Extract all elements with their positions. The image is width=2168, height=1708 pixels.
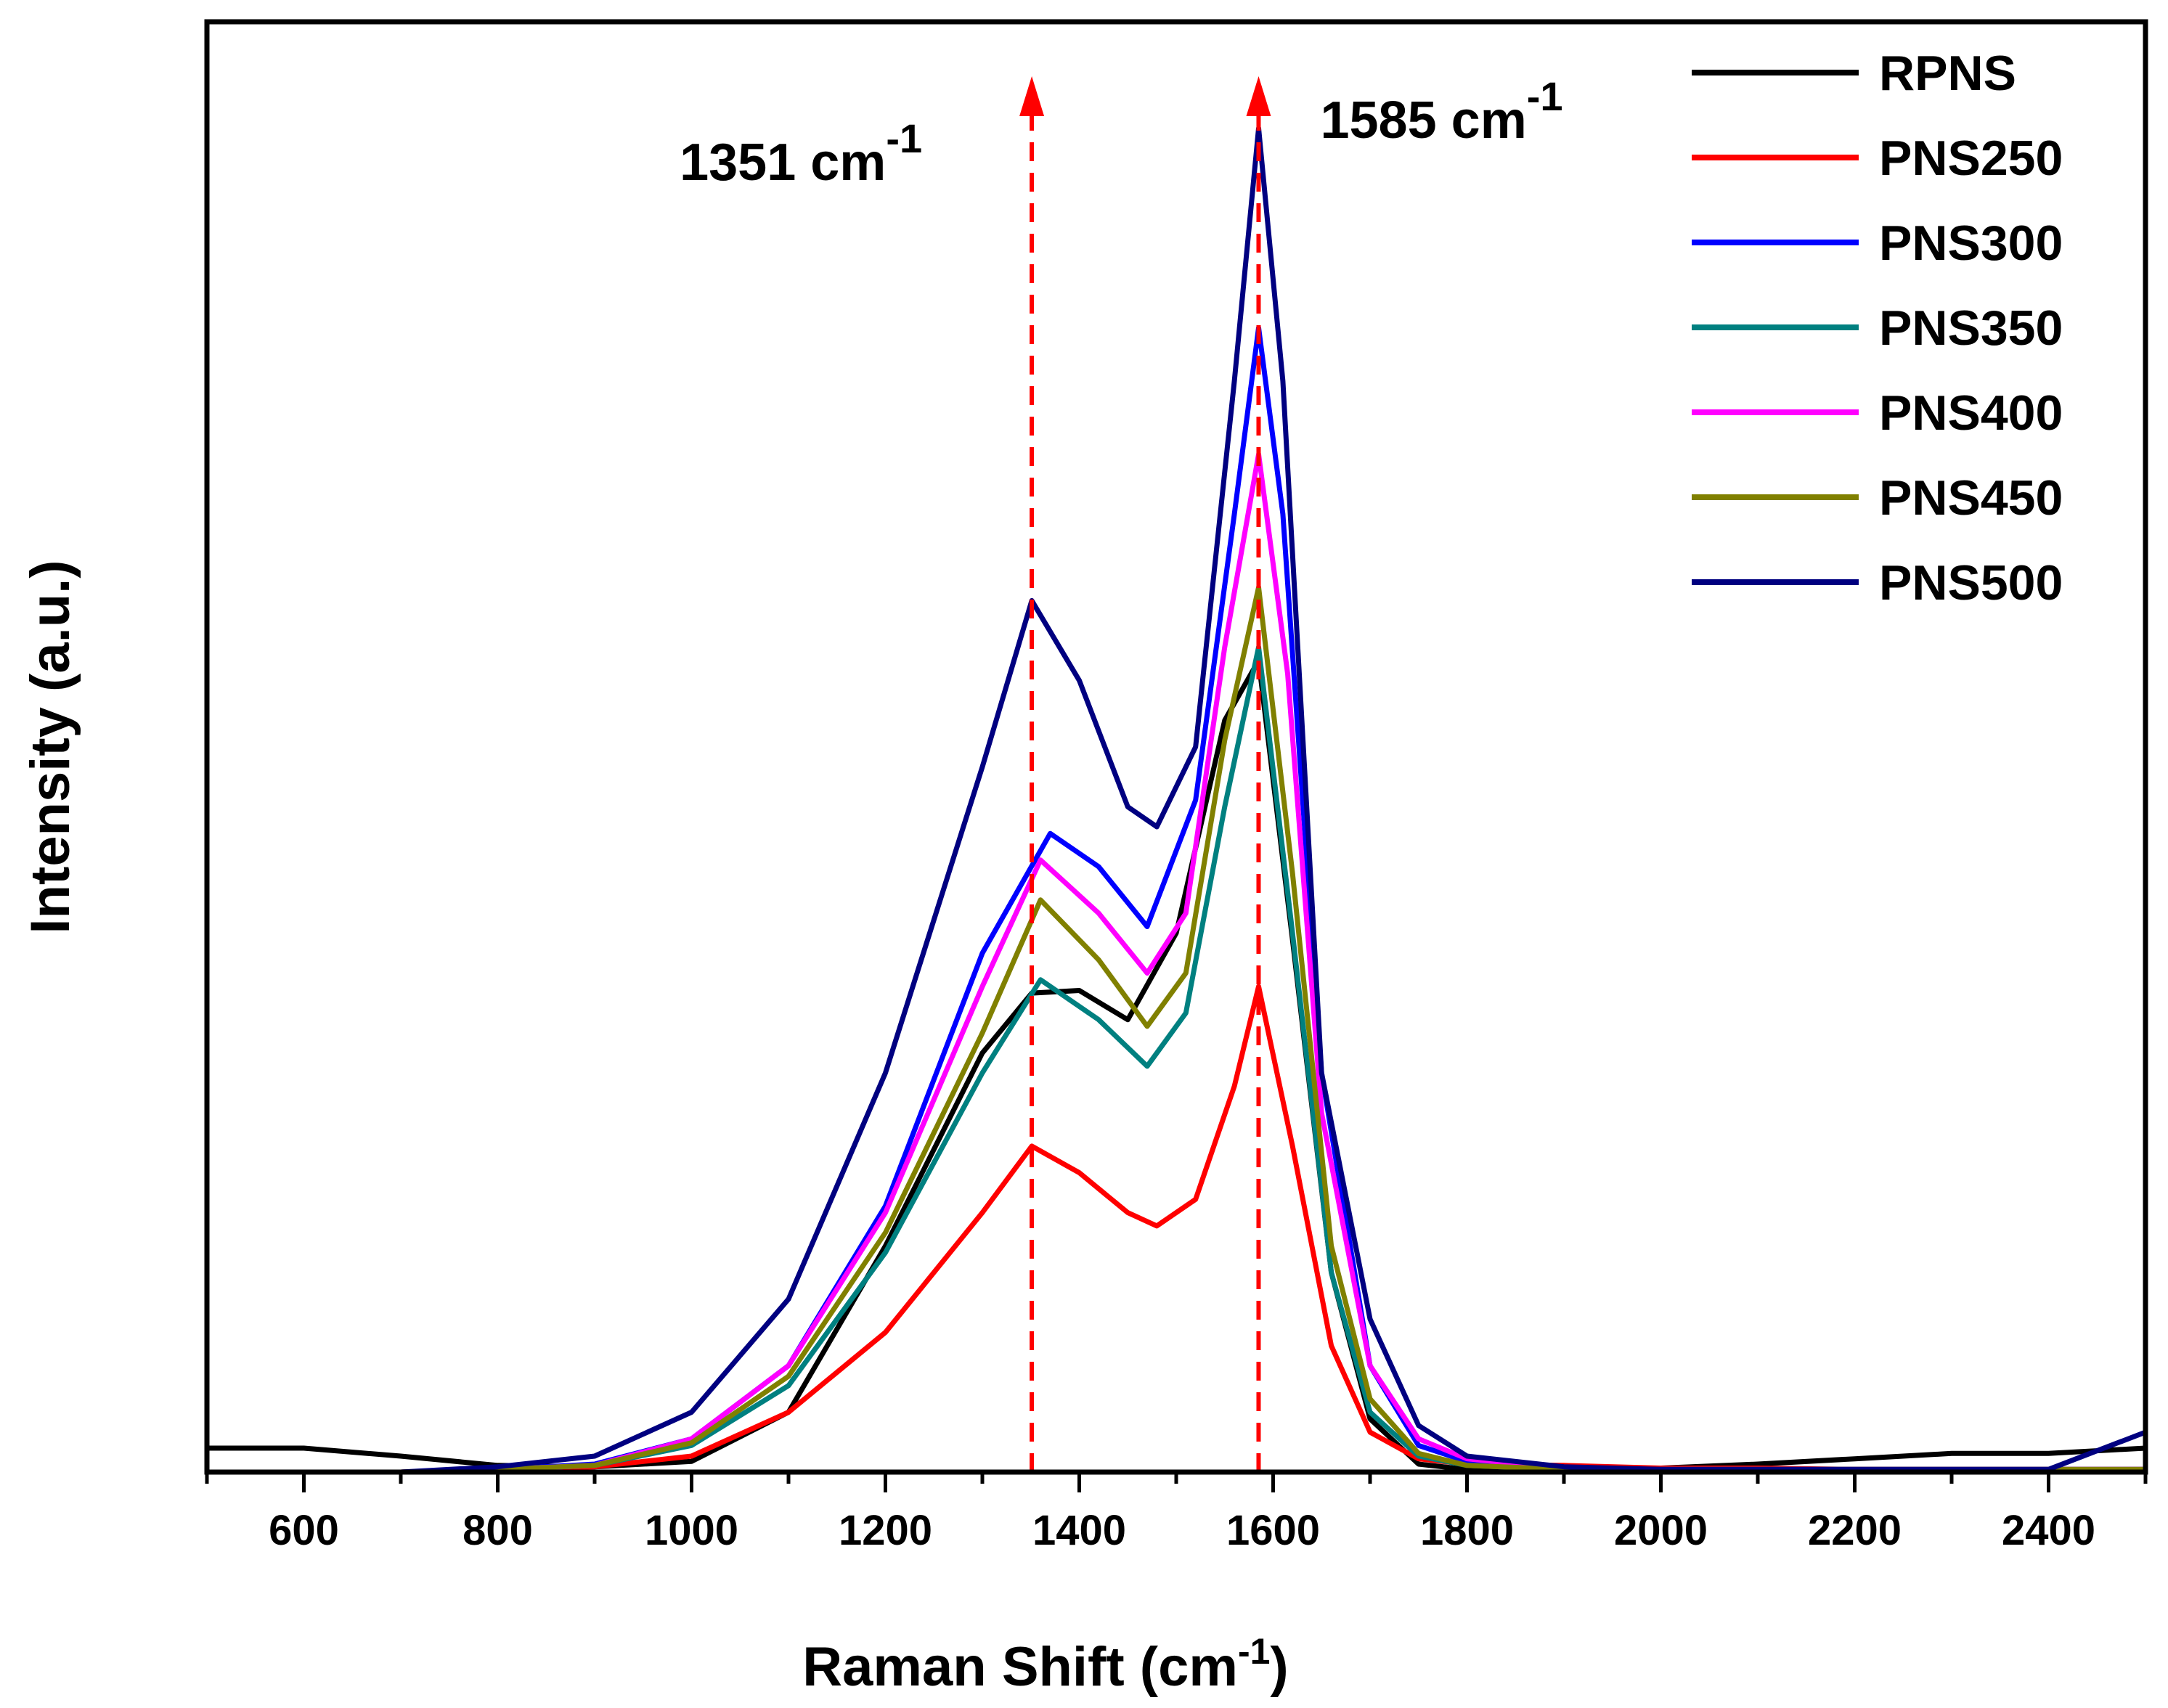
series-line-pns250 <box>204 984 2148 1475</box>
series-line-pns500 <box>204 126 2148 1475</box>
peak-label: 1351 cm-1 <box>680 115 922 192</box>
x-tick-label: 800 <box>462 1507 533 1554</box>
legend-label-pns500: PNS500 <box>1879 555 2063 610</box>
x-tick-label: 1200 <box>839 1507 932 1554</box>
x-tick-label: 1800 <box>1420 1507 1514 1554</box>
legend: RPNS PNS250 PNS300 PNS350 PNS400 PNS450 PNS500 <box>1692 46 2063 610</box>
x-axis-ticks: 600 800 1000 1200 1400 1600 1800 2000 2200 2400 <box>205 1472 2148 1554</box>
y-axis-title: Intensity (a.u.) <box>20 560 81 933</box>
legend-label-pns300: PNS300 <box>1879 216 2063 271</box>
peak-arrow-head <box>1246 76 1271 116</box>
legend-label-pns250: PNS250 <box>1879 131 2063 186</box>
x-tick-label: 1600 <box>1226 1507 1320 1554</box>
plot-frame <box>204 19 2148 1475</box>
legend-label-rpns: RPNS <box>1879 46 2016 101</box>
peak-label: 1585 cm-1 <box>1320 73 1562 150</box>
x-axis-title: Raman Shift (cm-1) <box>802 1631 1288 1698</box>
x-tick-label: 1400 <box>1032 1507 1126 1554</box>
annotation-layer: 1351 cm-1 1585 cm-1 <box>680 73 1563 1472</box>
x-tick-label: 2200 <box>1808 1507 1902 1554</box>
legend-label-pns450: PNS450 <box>1879 470 2063 526</box>
series-layer <box>204 126 2148 1475</box>
x-tick-label: 2400 <box>2002 1507 2095 1554</box>
legend-label-pns400: PNS400 <box>1879 385 2063 441</box>
series-line-pns400 <box>204 451 2148 1475</box>
x-tick-label: 2000 <box>1614 1507 1708 1554</box>
peak-arrow-head <box>1019 76 1045 116</box>
legend-label-pns350: PNS350 <box>1879 301 2063 356</box>
x-tick-label: 1000 <box>645 1507 738 1554</box>
x-tick-label: 600 <box>269 1507 339 1554</box>
series-line-pns350 <box>204 645 2148 1475</box>
